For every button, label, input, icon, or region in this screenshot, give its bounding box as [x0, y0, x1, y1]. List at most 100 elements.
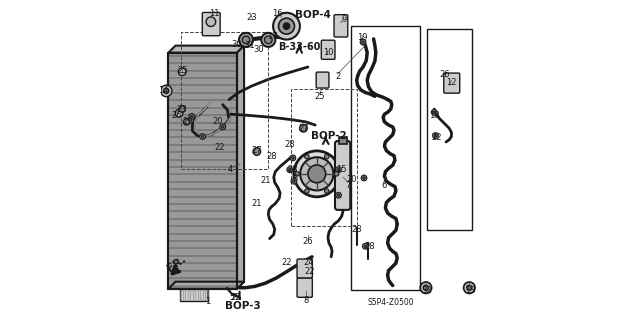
Circle shape — [184, 119, 190, 125]
Circle shape — [463, 282, 475, 293]
Circle shape — [239, 33, 253, 47]
Circle shape — [295, 172, 300, 176]
Bar — [339, 137, 347, 144]
Circle shape — [161, 85, 172, 97]
Text: 25: 25 — [314, 92, 324, 101]
Text: 7: 7 — [346, 181, 351, 189]
FancyBboxPatch shape — [334, 15, 348, 37]
Circle shape — [287, 167, 292, 173]
Text: 26: 26 — [172, 111, 182, 120]
Text: 29: 29 — [182, 117, 193, 126]
Text: 28: 28 — [287, 165, 298, 174]
Text: 21: 21 — [260, 176, 271, 185]
Circle shape — [362, 41, 364, 43]
Text: 21: 21 — [252, 199, 262, 208]
Text: 2: 2 — [335, 72, 340, 81]
Text: 22: 22 — [281, 258, 292, 267]
Circle shape — [264, 36, 272, 44]
Circle shape — [434, 134, 436, 137]
Circle shape — [191, 115, 193, 118]
Circle shape — [292, 157, 294, 159]
Circle shape — [175, 109, 183, 117]
FancyBboxPatch shape — [444, 73, 460, 93]
Circle shape — [242, 36, 250, 44]
Circle shape — [467, 285, 472, 290]
Text: 22: 22 — [431, 133, 442, 142]
Text: 25: 25 — [177, 66, 188, 75]
Circle shape — [278, 18, 294, 34]
Text: 5: 5 — [230, 293, 235, 302]
Text: 14: 14 — [158, 86, 168, 95]
Text: 18: 18 — [429, 111, 440, 120]
Text: 28: 28 — [351, 225, 362, 234]
Text: 1: 1 — [205, 297, 210, 306]
Bar — [291, 89, 356, 226]
Polygon shape — [237, 46, 244, 289]
Text: 3: 3 — [292, 174, 298, 183]
Circle shape — [164, 88, 169, 93]
Circle shape — [290, 155, 296, 161]
Text: BOP-2: BOP-2 — [311, 130, 347, 141]
Text: S5P4-Z0500: S5P4-Z0500 — [367, 298, 414, 307]
Circle shape — [420, 282, 431, 293]
Text: 31: 31 — [244, 41, 255, 50]
Bar — [168, 53, 237, 289]
Circle shape — [431, 109, 437, 115]
Text: 22: 22 — [305, 267, 315, 276]
Circle shape — [300, 124, 307, 132]
Bar — [427, 29, 472, 230]
Circle shape — [433, 133, 438, 138]
Text: 28: 28 — [284, 140, 295, 149]
Text: 22: 22 — [230, 293, 241, 302]
FancyBboxPatch shape — [297, 259, 312, 278]
FancyBboxPatch shape — [202, 12, 220, 36]
Text: 30: 30 — [253, 45, 264, 54]
Circle shape — [324, 189, 329, 193]
Circle shape — [361, 175, 367, 181]
Circle shape — [308, 165, 326, 183]
Text: 4: 4 — [227, 165, 233, 174]
FancyBboxPatch shape — [316, 72, 329, 88]
Polygon shape — [168, 46, 244, 53]
Circle shape — [221, 126, 224, 128]
Circle shape — [294, 151, 340, 197]
Text: 24: 24 — [303, 258, 314, 267]
Text: 6: 6 — [381, 181, 387, 189]
Circle shape — [292, 180, 295, 182]
Text: 26: 26 — [303, 237, 313, 246]
Text: 32: 32 — [422, 286, 432, 295]
Text: BOP-3: BOP-3 — [225, 300, 260, 311]
Text: 13: 13 — [465, 286, 476, 295]
Circle shape — [253, 148, 260, 155]
Text: 20: 20 — [346, 175, 356, 184]
Text: 16: 16 — [273, 9, 284, 18]
Text: 23: 23 — [246, 13, 257, 22]
Text: 11: 11 — [209, 9, 220, 18]
Circle shape — [206, 17, 216, 26]
Circle shape — [335, 192, 341, 198]
Text: 20: 20 — [212, 117, 223, 126]
Circle shape — [324, 154, 329, 159]
Circle shape — [200, 134, 205, 139]
Text: BOP-4: BOP-4 — [295, 10, 331, 20]
Text: 26: 26 — [440, 70, 451, 79]
Circle shape — [337, 194, 340, 197]
Text: 27: 27 — [252, 146, 262, 155]
Text: B-33-60: B-33-60 — [278, 42, 321, 52]
Circle shape — [179, 68, 186, 76]
Text: 19: 19 — [357, 33, 367, 42]
Text: 28: 28 — [266, 152, 277, 161]
Text: 17: 17 — [268, 32, 278, 41]
Bar — [180, 32, 268, 169]
Text: 8: 8 — [303, 296, 308, 305]
Circle shape — [273, 13, 300, 40]
Circle shape — [202, 135, 204, 138]
FancyBboxPatch shape — [321, 40, 335, 59]
Circle shape — [337, 168, 340, 171]
Text: 23: 23 — [176, 105, 186, 114]
Text: 30: 30 — [231, 40, 242, 48]
Polygon shape — [168, 282, 244, 289]
FancyBboxPatch shape — [335, 141, 350, 210]
Circle shape — [305, 154, 309, 159]
Circle shape — [261, 33, 275, 47]
